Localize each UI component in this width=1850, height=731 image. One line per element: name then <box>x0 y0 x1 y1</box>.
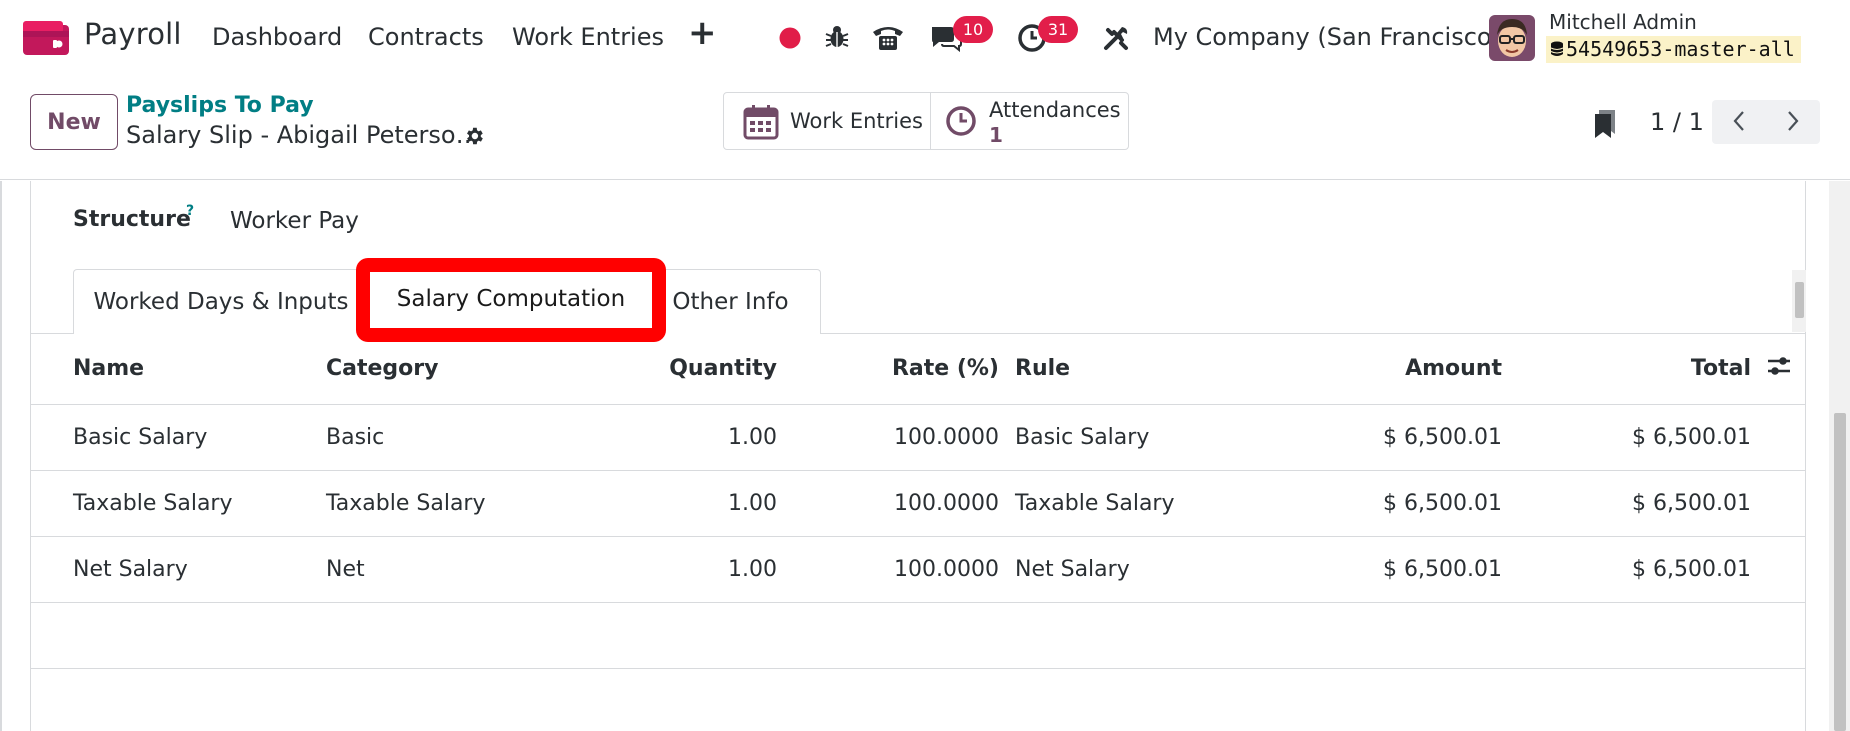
column-amount[interactable]: Amount <box>1234 334 1502 405</box>
cell-name: Basic Salary <box>30 404 326 471</box>
table-row[interactable]: Taxable Salary Taxable Salary 1.00 100.0… <box>30 470 1806 537</box>
pager-previous-button[interactable] <box>1712 100 1766 144</box>
user-avatar[interactable] <box>1489 15 1535 61</box>
cell-category: Taxable Salary <box>326 470 546 537</box>
column-total[interactable]: Total <box>1502 334 1751 405</box>
cell-total: $ 6,500.01 <box>1502 404 1751 471</box>
tab-salary-computation[interactable]: Salary Computation <box>356 258 666 342</box>
phone-icon[interactable] <box>871 22 905 56</box>
structure-help-icon[interactable]: ? <box>186 203 195 219</box>
cell-empty <box>1751 536 1806 603</box>
structure-value[interactable]: Worker Pay <box>230 208 359 234</box>
page-scrollbar-thumb[interactable] <box>1834 413 1846 731</box>
user-name[interactable]: Mitchell Admin <box>1549 10 1697 34</box>
company-switcher[interactable]: My Company (San Francisco) <box>1153 23 1501 51</box>
sliders-icon <box>1767 356 1790 375</box>
add-icon[interactable]: + <box>688 13 717 53</box>
smart-buttons: Work Entries Attendances 1 <box>723 92 1129 150</box>
cell-rate: 100.0000 <box>777 470 999 537</box>
table-row[interactable]: Basic Salary Basic 1.00 100.0000 Basic S… <box>30 404 1806 471</box>
attendances-smart-button[interactable]: Attendances 1 <box>931 93 1128 149</box>
cell-amount: $ 6,500.01 <box>1234 536 1502 603</box>
new-button[interactable]: New <box>30 94 118 150</box>
cell-empty <box>1751 404 1806 471</box>
cell-amount: $ 6,500.01 <box>1234 470 1502 537</box>
tab-worked-days-inputs[interactable]: Worked Days & Inputs <box>73 269 369 334</box>
tools-icon[interactable] <box>1102 24 1130 56</box>
cell-rule: Basic Salary <box>999 404 1234 471</box>
tab-salary-computation-label: Salary Computation <box>396 286 626 312</box>
salary-computation-table: Name Category Quantity Rate (%) Rule Amo… <box>30 334 1806 669</box>
messages-count-badge: 10 <box>953 16 993 43</box>
cell-total: $ 6,500.01 <box>1502 536 1751 603</box>
cell-category: Net <box>326 536 546 603</box>
database-name: 54549653-master-all <box>1546 36 1801 63</box>
column-rule[interactable]: Rule <box>999 334 1234 405</box>
tabs-divider <box>30 333 1806 334</box>
chevron-right-icon <box>1788 110 1799 131</box>
menu-work-entries[interactable]: Work Entries <box>512 23 664 51</box>
bug-icon[interactable] <box>825 24 849 54</box>
cell-empty <box>1751 470 1806 537</box>
cell-total: $ 6,500.01 <box>1502 470 1751 537</box>
control-panel: New Payslips To Pay Salary Slip - Abigai… <box>0 78 1850 180</box>
column-category[interactable]: Category <box>326 334 546 405</box>
clock-icon <box>945 105 977 141</box>
record-title: Salary Slip - Abigail Peterso… <box>126 121 480 149</box>
work-entries-smart-button[interactable]: Work Entries <box>724 93 931 149</box>
cell-rule: Taxable Salary <box>999 470 1234 537</box>
cell-name: Taxable Salary <box>30 470 326 537</box>
left-edge <box>0 181 2 731</box>
column-quantity[interactable]: Quantity <box>546 334 777 405</box>
cell-name: Net Salary <box>30 536 326 603</box>
gear-icon[interactable] <box>463 125 485 151</box>
cell-quantity: 1.00 <box>546 404 777 471</box>
cell-rate: 100.0000 <box>777 536 999 603</box>
table-header-row: Name Category Quantity Rate (%) Rule Amo… <box>30 334 1806 405</box>
column-name[interactable]: Name <box>30 334 326 405</box>
app-name[interactable]: Payroll <box>84 17 182 51</box>
attendances-label: Attendances <box>989 98 1121 122</box>
activities-count-badge: 31 <box>1038 16 1078 43</box>
menu-contracts[interactable]: Contracts <box>368 23 484 51</box>
pager-value[interactable]: 1 / 1 <box>1650 108 1704 136</box>
top-navbar: Payroll Dashboard Contracts Work Entries… <box>0 0 1850 78</box>
cell-category: Basic <box>326 404 546 471</box>
pager-next-button[interactable] <box>1766 100 1820 144</box>
calendar-icon <box>743 104 779 144</box>
cell-quantity: 1.00 <box>546 470 777 537</box>
work-entries-label: Work Entries <box>790 109 923 133</box>
database-label: 54549653-master-all <box>1566 37 1795 61</box>
attendances-count: 1 <box>989 123 1003 147</box>
empty-cell <box>30 602 1806 669</box>
tabs-scrollbar-thumb[interactable] <box>1795 282 1804 318</box>
database-icon <box>1550 41 1564 56</box>
menu-dashboard[interactable]: Dashboard <box>212 23 343 51</box>
empty-row <box>30 602 1806 669</box>
chevron-left-icon <box>1733 110 1744 131</box>
breadcrumb-payslips-to-pay[interactable]: Payslips To Pay <box>126 93 314 118</box>
cell-amount: $ 6,500.01 <box>1234 404 1502 471</box>
cell-quantity: 1.00 <box>546 536 777 603</box>
record-dot-icon[interactable] <box>779 27 801 53</box>
cell-rule: Net Salary <box>999 536 1234 603</box>
tab-other-info[interactable]: Other Info <box>640 269 821 334</box>
column-rate[interactable]: Rate (%) <box>777 334 999 405</box>
table-row[interactable]: Net Salary Net 1.00 100.0000 Net Salary … <box>30 536 1806 603</box>
payroll-app-icon[interactable] <box>23 21 71 56</box>
bookmark-icon[interactable] <box>1593 108 1617 142</box>
cell-rate: 100.0000 <box>777 404 999 471</box>
optional-columns-toggle[interactable] <box>1751 334 1806 405</box>
structure-label: Structure <box>73 207 191 232</box>
